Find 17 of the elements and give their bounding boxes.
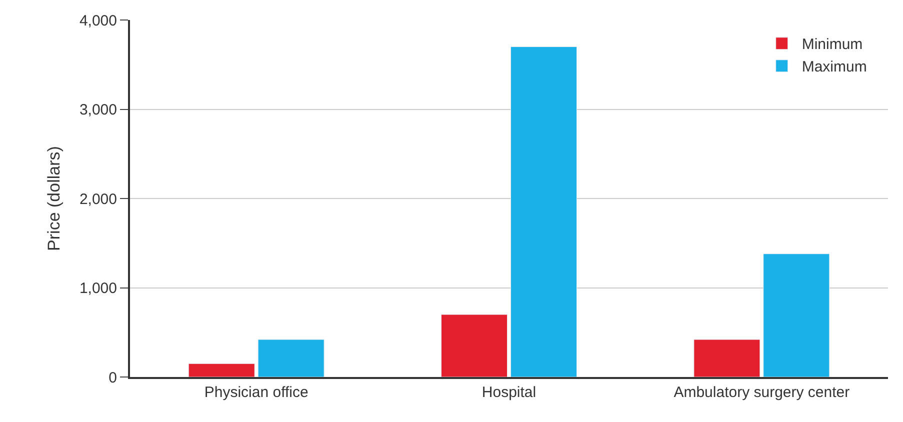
bar	[694, 339, 760, 377]
bar	[441, 314, 508, 377]
x-tick-label: Physician office	[204, 384, 308, 401]
y-tick-label: 1,000	[79, 280, 117, 297]
legend-label: Minimum	[802, 36, 863, 54]
x-tick-label: Hospital	[482, 384, 536, 401]
bar	[188, 363, 255, 377]
bar	[258, 339, 324, 377]
y-tick-label: 4,000	[79, 12, 117, 30]
bar	[763, 254, 830, 377]
bar	[510, 46, 577, 377]
x-tick-label: Ambulatory surgery center	[674, 384, 850, 401]
y-tick-label: 3,000	[79, 102, 117, 118]
y-tick-label: 0	[108, 369, 117, 386]
y-tick-label: 2,000	[79, 190, 117, 208]
y-axis-title: Price (dollars)	[44, 146, 64, 251]
legend-label: Maximum	[802, 58, 867, 76]
